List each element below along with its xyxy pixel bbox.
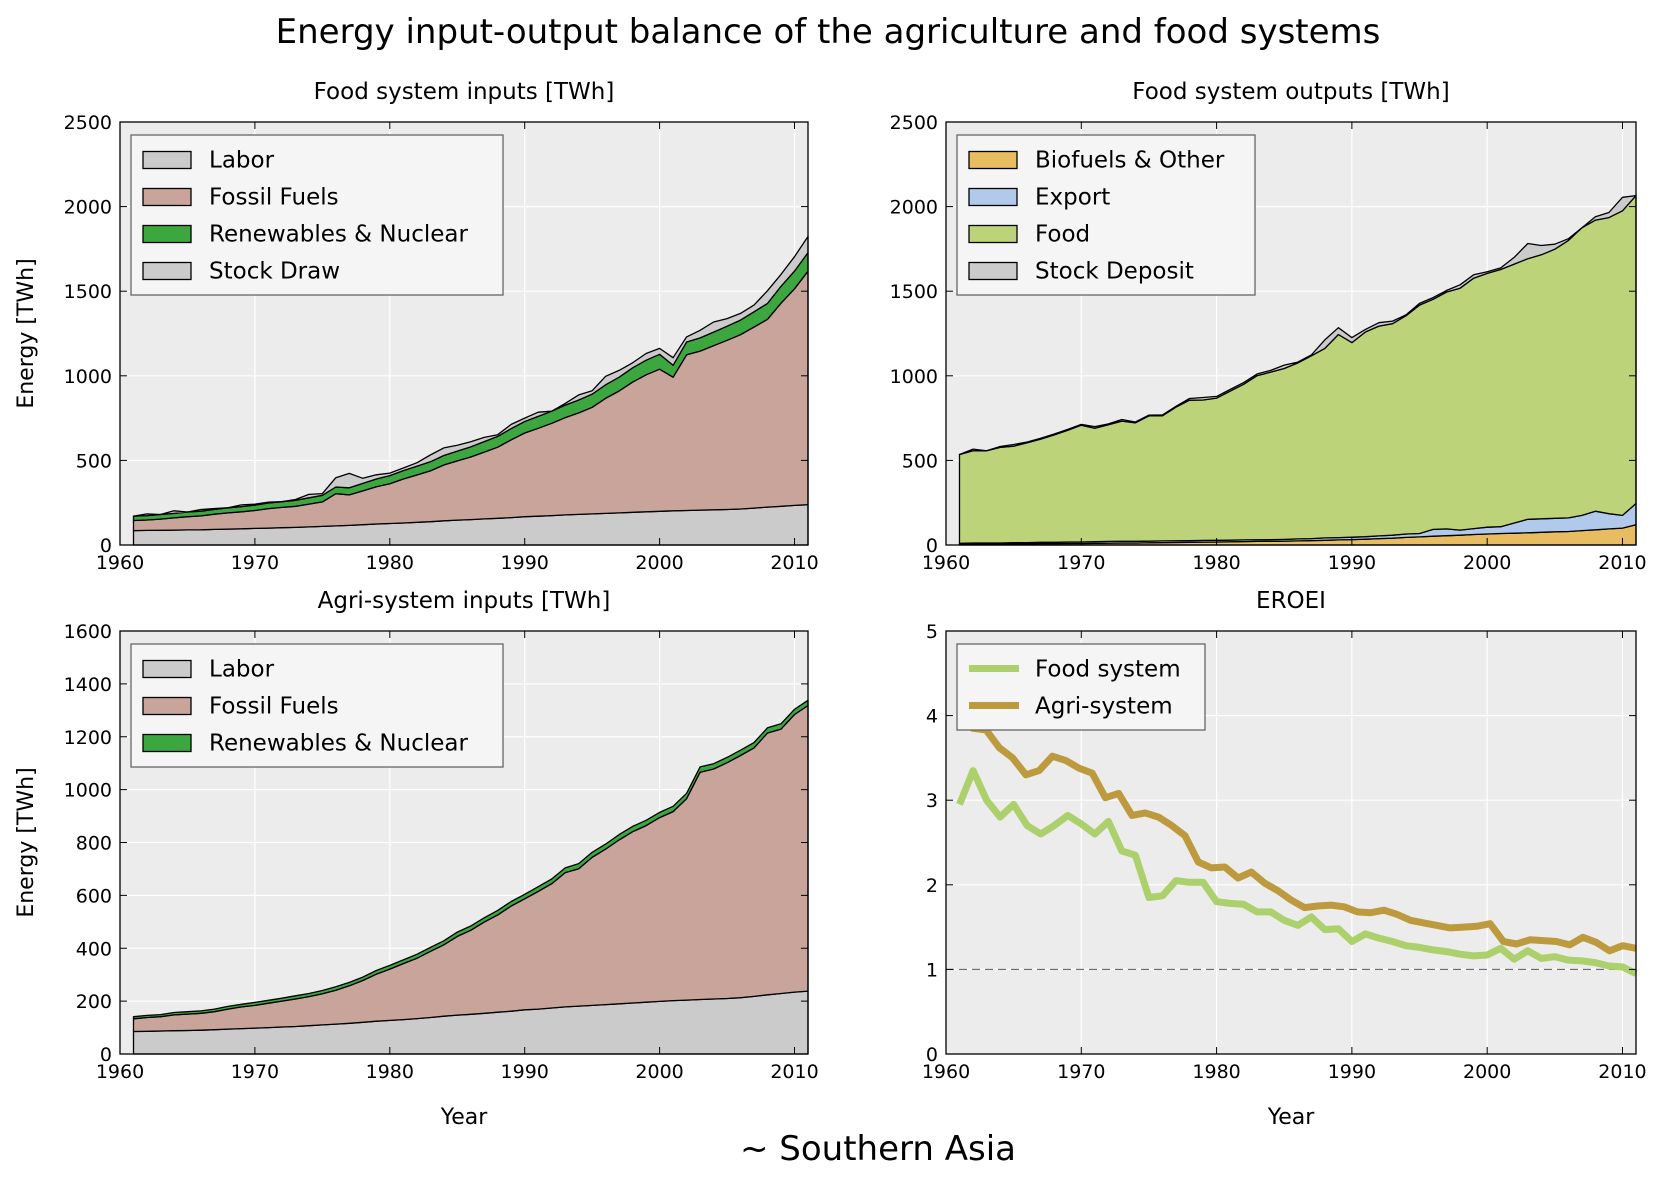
y-tick-label: 0 [926, 535, 938, 557]
legend-swatch-renewables-nuclear [142, 224, 192, 244]
y-tick-label: 1400 [64, 674, 112, 696]
legend-label-labor: Labor [209, 148, 275, 174]
x-tick-label: 2000 [1463, 552, 1511, 574]
y-tick-label: 1600 [64, 621, 112, 643]
legend-label-renewables-nuclear: Renewables & Nuclear [209, 222, 468, 248]
x-tick-label: 2010 [1598, 552, 1646, 574]
x-tick-label: 1960 [96, 1061, 144, 1083]
figure-title: Energy input-output balance of the agric… [276, 12, 1381, 52]
y-tick-label: 2000 [890, 197, 938, 219]
legend-label-agri-system: Agri-system [1035, 694, 1173, 720]
y-tick-label: 1000 [890, 366, 938, 388]
eroei-chart: 1960 1970 1980 1990 2000 2010 0 1 2 3 4 5 EROEI Year F… [922, 588, 1647, 1130]
figure-footer: ~ Southern Asia [740, 1129, 1016, 1169]
x-tick-label: 1980 [366, 552, 414, 574]
x-tick-label: 1970 [1057, 1061, 1105, 1083]
x-tick-label: 1990 [1328, 1061, 1376, 1083]
y-tick-label: 0 [100, 1044, 112, 1066]
x-tick-label: 2000 [635, 1061, 683, 1083]
legend-swatch-fossil-fuels [142, 187, 192, 207]
x-tick-label: 2010 [770, 552, 818, 574]
axes-frame [119, 121, 809, 546]
legend-box [956, 643, 1206, 731]
y-tick-label: 1500 [890, 281, 938, 303]
y-tick-label: 1000 [64, 780, 112, 802]
x-tick-label: 1970 [231, 552, 279, 574]
food-system-inputs-chart: 1960 1970 1980 1990 2000 2010 0 500 1000 1500 2000… [14, 79, 819, 574]
x-tick-label: 1980 [366, 1061, 414, 1083]
y-tick-label: 1200 [64, 727, 112, 749]
y-tick-label: 1 [926, 959, 938, 981]
legend-label-fossil-fuels: Fossil Fuels [209, 694, 339, 720]
legend-label-biofuels-other: Biofuels & Other [1035, 148, 1225, 174]
y-axis-label: Energy [TWh] [14, 767, 39, 917]
agri-system-line [956, 706, 1637, 955]
y-tick-label: 4 [926, 706, 938, 728]
y-tick-label: 2000 [64, 197, 112, 219]
legend-label-stock-deposit: Stock Deposit [1035, 259, 1194, 285]
x-tick-label: 1990 [501, 1061, 549, 1083]
y-tick-label: 600 [76, 885, 112, 907]
y-tick-label: 1000 [64, 366, 112, 388]
axes-frame [945, 630, 1637, 1055]
food-system-outputs-chart: 1960 1970 1980 1990 2000 2010 0 500 1000 1500 2000… [890, 79, 1647, 574]
y-tick-label: 800 [76, 833, 112, 855]
legend-swatch-biofuels-other [968, 150, 1018, 170]
legend-label-export: Export [1035, 185, 1110, 211]
legend-box [130, 643, 504, 768]
y-tick-label: 0 [926, 1044, 938, 1066]
x-axis-label: Year [440, 1105, 489, 1130]
legend-swatch-food [968, 224, 1018, 244]
y-tick-label: 3 [926, 790, 938, 812]
axes-frame [945, 121, 1637, 546]
x-tick-label: 1960 [922, 1061, 970, 1083]
legend-box [130, 134, 504, 296]
panel-title: EROEI [1256, 588, 1326, 614]
y-tick-label: 2500 [890, 112, 938, 134]
y-tick-label: 200 [76, 991, 112, 1013]
x-tick-label: 1970 [231, 1061, 279, 1083]
x-tick-label: 1960 [922, 552, 970, 574]
legend-label-food-system: Food system [1035, 657, 1181, 683]
legend-swatch-stock-deposit [968, 261, 1018, 281]
legend-swatch-fossil-fuels [142, 696, 192, 716]
x-tick-label: 1990 [1328, 552, 1376, 574]
panel-title: Agri-system inputs [TWh] [318, 588, 611, 614]
x-tick-label: 1980 [1192, 1061, 1240, 1083]
x-tick-label: 2010 [1598, 1061, 1646, 1083]
x-tick-label: 1990 [501, 552, 549, 574]
y-tick-label: 2500 [64, 112, 112, 134]
legend-swatch-export [968, 187, 1018, 207]
x-tick-label: 2010 [770, 1061, 818, 1083]
y-tick-label: 1500 [64, 281, 112, 303]
legend-label-renewables-nuclear: Renewables & Nuclear [209, 731, 468, 757]
y-tick-label: 2 [926, 875, 938, 897]
y-tick-label: 5 [926, 621, 938, 643]
y-axis-label: Energy [TWh] [14, 258, 39, 408]
panel-title: Food system inputs [TWh] [314, 79, 615, 105]
x-tick-label: 1960 [96, 552, 144, 574]
y-tick-label: 500 [76, 450, 112, 472]
y-tick-label: 0 [100, 535, 112, 557]
x-tick-label: 2000 [635, 552, 683, 574]
x-tick-label: 1970 [1057, 552, 1105, 574]
panel-title: Food system outputs [TWh] [1132, 79, 1449, 105]
x-axis-label: Year [1267, 1105, 1316, 1130]
legend-label-labor: Labor [209, 657, 275, 683]
y-tick-label: 400 [76, 938, 112, 960]
agri-system-inputs-chart: 1960 1970 1980 1990 2000 2010 0 200 400 600 800 100… [14, 588, 819, 1130]
legend-label-food: Food [1035, 222, 1090, 248]
legend-swatch-labor [142, 659, 192, 679]
x-tick-label: 2000 [1463, 1061, 1511, 1083]
x-tick-label: 1980 [1192, 552, 1240, 574]
legend-label-fossil-fuels: Fossil Fuels [209, 185, 339, 211]
legend-swatch-renewables-nuclear [142, 733, 192, 753]
y-tick-label: 500 [902, 450, 938, 472]
legend-label-stock-draw: Stock Draw [209, 259, 340, 285]
legend-swatch-labor [142, 150, 192, 170]
legend-swatch-stock-draw [142, 261, 192, 281]
food-system-line [956, 767, 1638, 977]
